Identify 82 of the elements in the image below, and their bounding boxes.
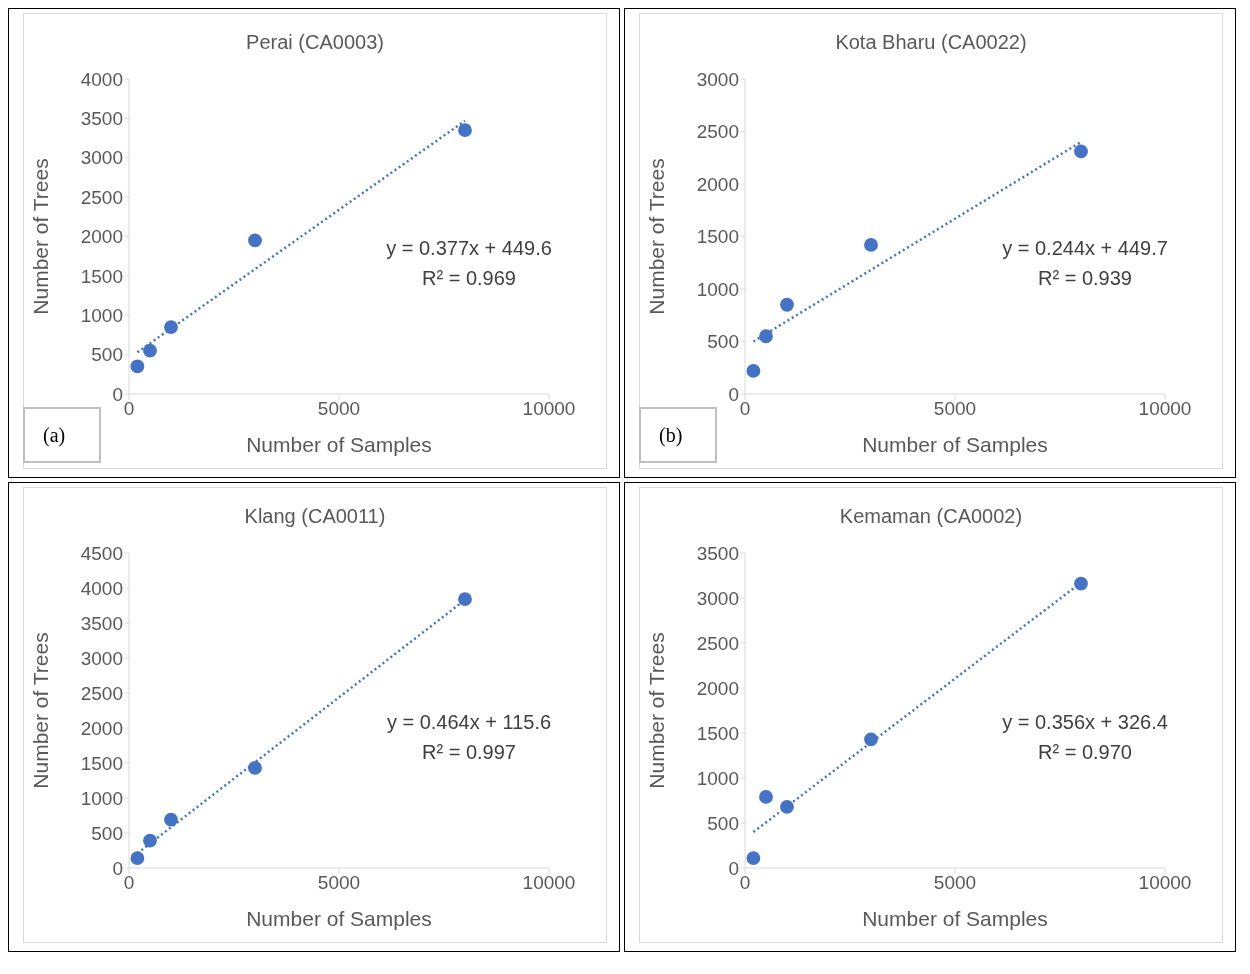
y-tick-label: 2000 [696, 173, 739, 195]
y-tick-label: 500 [91, 822, 123, 844]
chart-title: Klang (CA0011) [243, 505, 387, 528]
y-tick-label: 1000 [80, 787, 123, 809]
point [864, 732, 878, 747]
annotation: R² = 0.997 [421, 741, 517, 764]
y-tick-label: 500 [707, 812, 739, 834]
annotation: R² = 0.970 [1037, 741, 1133, 764]
y-tick-label: 2500 [696, 632, 739, 654]
y-tick-label: 1500 [80, 265, 123, 287]
y-tick-label: 3000 [80, 647, 123, 669]
y-tick-label: 1500 [80, 752, 123, 774]
y-tick-label: 500 [91, 344, 123, 366]
y-tick-label: 4000 [80, 577, 123, 599]
point [143, 343, 157, 358]
chart-title: Kota Bharu (CA0022) [834, 31, 1028, 54]
x-axis-title: Number of Samples [246, 907, 432, 930]
y-tick-label: 2000 [80, 717, 123, 739]
x-tick-label: 5000 [317, 398, 361, 420]
annotation: y = 0.464x + 115.6 [385, 711, 553, 734]
x-tick-label: 10000 [1138, 872, 1192, 894]
point [458, 592, 472, 607]
y-tick-label: 0 [112, 383, 123, 405]
y-tick-label: 1000 [696, 278, 739, 300]
chart-title: Perai (CA0003) [245, 31, 385, 54]
y-tick-label: 3500 [80, 612, 123, 634]
x-tick-label: 5000 [317, 872, 361, 894]
x-axis-title: Number of Samples [862, 433, 1048, 456]
x-tick-label: 10000 [522, 872, 576, 894]
y-tick-label: 3500 [80, 108, 123, 130]
y-tick-label: 4500 [80, 542, 123, 564]
point [164, 812, 178, 827]
y-tick-label: 1000 [80, 304, 123, 326]
y-tick-label: 3000 [696, 68, 739, 90]
y-axis-title: Number of Trees [645, 158, 669, 315]
y-axis-title: Number of Trees [29, 632, 53, 789]
y-tick-label: 500 [707, 331, 739, 353]
point [1074, 576, 1088, 591]
text: (a) [23, 407, 101, 463]
x-axis-title: Number of Samples [246, 433, 432, 456]
y-tick-label: 4000 [80, 68, 123, 90]
y-tick-label: 2500 [80, 682, 123, 704]
y-tick-label: 0 [112, 857, 123, 879]
y-axis-title: Number of Trees [29, 158, 53, 315]
point [1074, 144, 1088, 159]
y-tick-label: 3000 [696, 587, 739, 609]
y-tick-label: 1500 [696, 722, 739, 744]
point [864, 238, 878, 252]
point [248, 761, 262, 775]
point [759, 329, 773, 344]
y-tick-label: 3000 [80, 147, 123, 169]
point [746, 364, 761, 378]
text: (b) [639, 407, 717, 463]
point [143, 833, 157, 848]
point [248, 233, 262, 248]
chart-title: Kemaman (CA0002) [838, 505, 1024, 528]
point [130, 851, 145, 866]
annotation: y = 0.377x + 449.6 [385, 237, 553, 260]
x-tick-label: 10000 [522, 398, 576, 420]
point [458, 123, 472, 138]
annotation: R² = 0.969 [421, 267, 517, 290]
y-axis-title: Number of Trees [645, 632, 669, 789]
x-tick-label: 5000 [933, 872, 977, 894]
point [130, 359, 145, 374]
point [780, 297, 794, 312]
y-tick-label: 2500 [80, 186, 123, 208]
y-tick-label: 2000 [80, 226, 123, 248]
x-tick-label: 10000 [1138, 398, 1192, 420]
annotation: y = 0.356x + 326.4 [1001, 711, 1169, 734]
point [746, 851, 761, 865]
x-tick-label: 5000 [933, 398, 977, 420]
x-axis-title: Number of Samples [862, 907, 1048, 930]
y-tick-label: 0 [728, 383, 739, 405]
y-tick-label: 1500 [696, 226, 739, 248]
y-tick-label: 3500 [696, 542, 739, 564]
y-tick-label: 0 [728, 857, 739, 879]
y-tick-label: 2000 [696, 677, 739, 699]
annotation: y = 0.244x + 449.7 [1001, 237, 1169, 260]
point [759, 790, 773, 804]
y-tick-label: 1000 [696, 767, 739, 789]
y-tick-label: 2500 [696, 121, 739, 143]
annotation: R² = 0.939 [1037, 267, 1133, 290]
